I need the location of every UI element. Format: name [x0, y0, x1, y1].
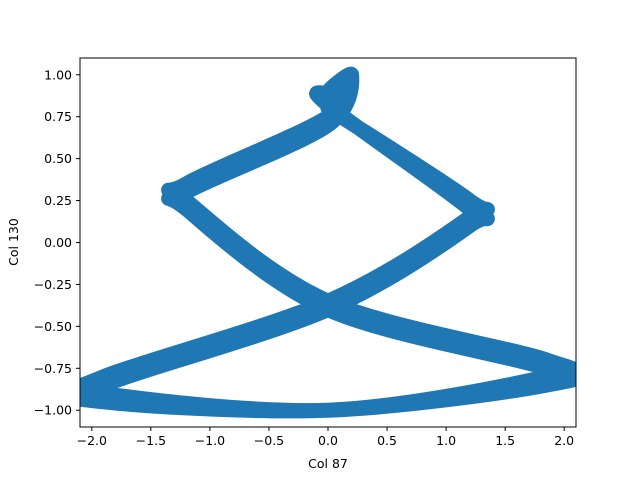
x-tick-label: −2.0: [77, 433, 107, 448]
y-tick-label: 0.25: [44, 193, 72, 208]
x-tick-label: −1.5: [136, 433, 166, 448]
x-tick-label: 1.5: [495, 433, 515, 448]
x-tick-label: 2.0: [554, 433, 574, 448]
x-axis-ticks: −2.0 −1.5 −1.0 −0.5 0.0 0.5 1.0 1.5 2.0: [77, 427, 574, 448]
series-layer: [80, 66, 576, 419]
y-axis-ticks: 1.00 0.75 0.50 0.25 0.00 −0.25 −0.50 −0.75 −1.00: [34, 67, 80, 418]
y-tick-label: 0.50: [44, 151, 72, 166]
x-tick-label: −1.0: [195, 433, 225, 448]
y-tick-label: −1.00: [34, 403, 72, 418]
y-tick-label: −0.75: [34, 361, 72, 376]
x-tick-label: 0.5: [377, 433, 397, 448]
y-tick-label: −0.25: [34, 277, 72, 292]
x-axis-label: Col 87: [308, 456, 348, 471]
y-tick-label: 0.00: [44, 235, 72, 250]
y-tick-label: −0.50: [34, 319, 72, 334]
y-tick-label: 0.75: [44, 109, 72, 124]
y-tick-label: 1.00: [44, 67, 72, 82]
x-tick-label: 0.0: [318, 433, 338, 448]
x-tick-label: −0.5: [254, 433, 284, 448]
y-axis-label: Col 130: [6, 218, 21, 266]
series-line: [80, 66, 576, 419]
x-tick-label: 1.0: [436, 433, 456, 448]
